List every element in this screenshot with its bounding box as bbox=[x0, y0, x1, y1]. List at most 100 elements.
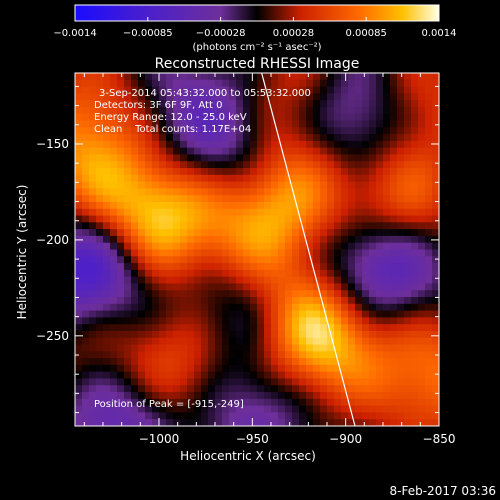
heatmap-cell bbox=[285, 222, 293, 230]
heatmap-cell bbox=[180, 106, 188, 115]
heatmap-cell bbox=[138, 140, 146, 149]
heatmap-cell bbox=[299, 330, 307, 339]
heatmap-cell bbox=[138, 337, 146, 346]
heatmap-cell bbox=[222, 385, 230, 393]
heatmap-cell bbox=[264, 235, 272, 244]
heatmap-cell bbox=[131, 324, 139, 332]
heatmap-cell bbox=[271, 195, 279, 203]
heatmap-cell bbox=[173, 398, 181, 407]
heatmap-cell bbox=[404, 208, 412, 217]
heatmap-cell bbox=[264, 385, 272, 393]
heatmap-cell bbox=[152, 351, 160, 359]
heatmap-cell bbox=[152, 86, 160, 94]
heatmap-cell bbox=[348, 73, 356, 81]
heatmap-cell bbox=[201, 398, 209, 407]
heatmap-cell bbox=[383, 242, 391, 251]
heatmap-cell bbox=[194, 147, 202, 156]
heatmap-cell bbox=[369, 297, 377, 305]
heatmap-cell bbox=[215, 269, 223, 278]
heatmap-cell bbox=[201, 195, 209, 203]
heatmap-cell bbox=[208, 235, 216, 244]
heatmap-cell bbox=[201, 269, 209, 278]
heatmap-cell bbox=[355, 310, 363, 318]
heatmap-cell bbox=[173, 134, 181, 142]
heatmap-cell bbox=[166, 106, 174, 115]
heatmap-cell bbox=[138, 276, 146, 285]
heatmap-cell bbox=[306, 79, 314, 88]
heatmap-cell bbox=[285, 263, 293, 271]
heatmap-cell bbox=[390, 188, 398, 196]
heatmap-cell bbox=[418, 385, 426, 393]
heatmap-cell bbox=[250, 310, 258, 318]
heatmap-cell bbox=[215, 174, 223, 183]
heatmap-cell bbox=[166, 269, 174, 278]
heatmap-cell bbox=[299, 215, 307, 223]
heatmap-cell bbox=[285, 86, 293, 94]
heatmap-cell bbox=[383, 174, 391, 183]
heatmap-cell bbox=[271, 290, 279, 298]
heatmap-cell bbox=[299, 161, 307, 169]
heatmap-cell bbox=[187, 249, 195, 257]
heatmap-cell bbox=[187, 235, 195, 244]
heatmap-cell bbox=[397, 79, 405, 88]
heatmap-cell bbox=[96, 344, 104, 352]
heatmap-cell bbox=[425, 351, 433, 359]
heatmap-cell bbox=[362, 297, 370, 305]
heatmap-cell bbox=[131, 337, 139, 346]
heatmap-cell bbox=[299, 392, 307, 400]
heatmap-cell bbox=[75, 242, 83, 251]
heatmap-cell bbox=[292, 297, 300, 305]
heatmap-cell bbox=[110, 154, 118, 162]
heatmap-cell bbox=[96, 86, 104, 94]
heatmap-cell bbox=[313, 222, 321, 230]
heatmap-cell bbox=[348, 195, 356, 203]
heatmap-cell bbox=[327, 263, 335, 271]
heatmap-cell bbox=[425, 201, 433, 210]
heatmap-cell bbox=[124, 113, 132, 122]
heatmap-cell bbox=[89, 113, 97, 122]
heatmap-cell bbox=[411, 276, 419, 285]
heatmap-cell bbox=[229, 134, 237, 142]
heatmap-cell bbox=[432, 120, 439, 128]
heatmap-cell bbox=[362, 405, 370, 414]
heatmap-cell bbox=[292, 147, 300, 156]
heatmap-cell bbox=[194, 269, 202, 278]
heatmap-cell bbox=[96, 412, 104, 420]
heatmap-cell bbox=[334, 337, 342, 346]
heatmap-cell bbox=[96, 283, 104, 291]
heatmap-cell bbox=[138, 79, 146, 88]
heatmap-cell bbox=[201, 201, 209, 210]
heatmap-cell bbox=[292, 330, 300, 339]
heatmap-cell bbox=[299, 351, 307, 359]
heatmap-cell bbox=[334, 351, 342, 359]
heatmap-cell bbox=[362, 276, 370, 285]
heatmap-cell bbox=[131, 303, 139, 312]
heatmap-cell bbox=[229, 405, 237, 414]
heatmap-cell bbox=[215, 188, 223, 196]
heatmap-cell bbox=[222, 249, 230, 257]
heatmap-cell bbox=[432, 147, 439, 156]
heatmap-cell bbox=[299, 235, 307, 244]
heatmap-cell bbox=[383, 337, 391, 346]
heatmap-cell bbox=[173, 201, 181, 210]
heatmap-cell bbox=[404, 297, 412, 305]
heatmap-cell bbox=[110, 263, 118, 271]
heatmap-cell bbox=[138, 154, 146, 162]
heatmap-cell bbox=[383, 276, 391, 285]
heatmap-cell bbox=[390, 113, 398, 122]
heatmap-cell bbox=[201, 127, 209, 135]
heatmap-cell bbox=[124, 168, 132, 176]
heatmap-cell bbox=[327, 106, 335, 115]
heatmap-cell bbox=[215, 330, 223, 339]
heatmap-cell bbox=[299, 276, 307, 285]
heatmap-cell bbox=[327, 364, 335, 373]
heatmap-cell bbox=[243, 344, 251, 352]
heatmap-cell bbox=[117, 222, 125, 230]
heatmap-cell bbox=[376, 344, 384, 352]
heatmap-cell bbox=[145, 168, 153, 176]
heatmap-cell bbox=[180, 195, 188, 203]
heatmap-cell bbox=[103, 392, 111, 400]
heatmap-cell bbox=[257, 358, 265, 366]
heatmap-cell bbox=[96, 100, 104, 108]
heatmap-cell bbox=[376, 120, 384, 128]
